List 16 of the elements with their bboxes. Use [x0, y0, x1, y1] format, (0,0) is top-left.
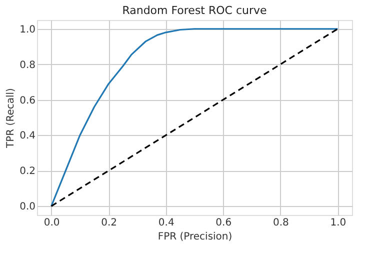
y-tick-label: 1.0 [20, 24, 36, 36]
x-axis-title: FPR (Precision) [158, 232, 232, 242]
x-tick-label: 0.0 [44, 218, 60, 228]
y-tick-label: 0.0 [20, 202, 36, 213]
x-tick-label: 0.6 [216, 218, 232, 228]
y-tick-label: 0.4 [20, 130, 36, 142]
x-tick-label: 1.0 [330, 218, 346, 228]
x-tick-label: 0.8 [272, 218, 289, 228]
y-tick-label: 0.6 [20, 95, 36, 106]
line-series [50, 28, 338, 207]
y-axis-title: TPR (Recall) [6, 88, 17, 149]
x-tick-label: 0.2 [101, 218, 118, 228]
y-tick-label: 0.2 [20, 166, 36, 178]
chart-title: Random Forest ROC curve [122, 4, 268, 17]
x-tick-label: 0.4 [158, 218, 174, 228]
y-tick-label: 0.8 [20, 60, 36, 71]
